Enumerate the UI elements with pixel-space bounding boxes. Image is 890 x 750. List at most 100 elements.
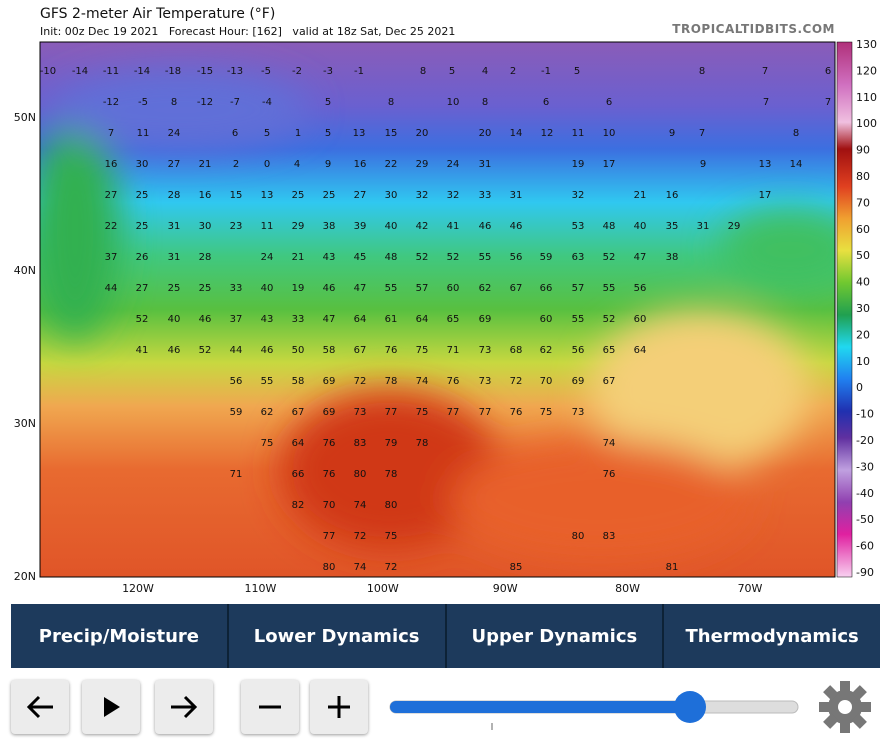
station-temperature: 5 <box>325 128 331 139</box>
station-temperature: 52 <box>447 252 460 263</box>
station-temperature: 41 <box>136 345 149 356</box>
tab[interactable]: Precip/Moisture <box>11 604 229 668</box>
station-temperature: 15 <box>385 128 398 139</box>
station-temperature: 23 <box>230 221 243 232</box>
station-temperature: 56 <box>572 345 585 356</box>
colorbar-label: -20 <box>856 434 874 447</box>
station-temperature: 46 <box>199 314 212 325</box>
colorbar-label: -90 <box>856 566 874 579</box>
station-temperature: 20 <box>416 128 429 139</box>
station-temperature: 66 <box>540 283 553 294</box>
colorbar-label: -60 <box>856 540 874 553</box>
station-temperature: -13 <box>227 66 243 77</box>
station-temperature: 30 <box>199 221 212 232</box>
station-temperature: 69 <box>572 376 585 387</box>
station-temperature: 33 <box>479 190 492 201</box>
time-slider[interactable] <box>380 685 810 735</box>
colorbar-label: 10 <box>856 355 870 368</box>
station-temperature: 68 <box>510 345 523 356</box>
station-temperature: 2 <box>233 159 239 170</box>
station-temperature: 19 <box>572 159 585 170</box>
tab-bar: Precip/Moisture Lower Dynamics Upper Dyn… <box>11 604 880 668</box>
station-temperature: -5 <box>261 66 271 77</box>
station-temperature: -12 <box>103 97 119 108</box>
station-temperature: 58 <box>323 345 336 356</box>
latitude-label: 50N <box>14 111 36 124</box>
station-temperature: -11 <box>103 66 119 77</box>
station-temperature: 76 <box>323 438 336 449</box>
station-temperature: 75 <box>385 531 398 542</box>
station-temperature: 15 <box>230 190 243 201</box>
station-temperature: 8 <box>482 97 488 108</box>
station-temperature: 83 <box>354 438 367 449</box>
play-button[interactable] <box>82 680 140 734</box>
prev-button[interactable] <box>11 680 69 734</box>
station-temperature: 64 <box>354 314 367 325</box>
longitude-label: 90W <box>493 582 518 595</box>
station-temperature: 31 <box>479 159 492 170</box>
station-temperature: 17 <box>603 159 616 170</box>
station-temperature: 55 <box>385 283 398 294</box>
station-temperature: 62 <box>479 283 492 294</box>
station-temperature: 76 <box>603 469 616 480</box>
zoom-out-button[interactable] <box>241 680 299 734</box>
station-temperature: 11 <box>137 128 150 139</box>
station-temperature: -18 <box>165 66 181 77</box>
station-temperature: 16 <box>105 159 118 170</box>
station-temperature: 62 <box>261 407 274 418</box>
station-temperature: 11 <box>261 221 274 232</box>
colorbar-label: 60 <box>856 223 870 236</box>
station-temperature: 28 <box>199 252 212 263</box>
colorbar-label: 120 <box>856 64 877 77</box>
station-temperature: 70 <box>323 500 336 511</box>
station-temperature: 56 <box>230 376 243 387</box>
station-temperature: 53 <box>572 221 585 232</box>
station-temperature: 73 <box>572 407 585 418</box>
station-temperature: 79 <box>385 438 398 449</box>
station-temperature: 9 <box>669 128 675 139</box>
station-temperature: 75 <box>416 345 429 356</box>
station-temperature: -7 <box>230 97 240 108</box>
tab[interactable]: Upper Dynamics <box>446 604 665 668</box>
station-temperature: 27 <box>168 159 181 170</box>
station-temperature: 7 <box>762 66 768 77</box>
zoom-in-button[interactable] <box>310 680 368 734</box>
station-temperature: 2 <box>510 66 516 77</box>
station-temperature: 25 <box>292 190 305 201</box>
station-temperature: 30 <box>136 159 149 170</box>
tab[interactable]: Thermodynamics <box>664 604 880 668</box>
station-temperature: 55 <box>572 314 585 325</box>
tab[interactable]: Lower Dynamics <box>228 604 447 668</box>
station-temperature: 60 <box>447 283 460 294</box>
station-temperature: 70 <box>540 376 553 387</box>
station-temperature: 83 <box>603 531 616 542</box>
station-temperature: -15 <box>197 66 213 77</box>
station-temperature: -5 <box>138 97 148 108</box>
station-temperature: 72 <box>354 531 367 542</box>
station-temperature: -4 <box>262 97 272 108</box>
colorbar-label: -40 <box>856 487 874 500</box>
station-temperature: 10 <box>603 128 616 139</box>
station-temperature: 67 <box>510 283 523 294</box>
colorbar-label: 130 <box>856 38 877 51</box>
colorbar-label: -10 <box>856 408 874 421</box>
station-temperature: 31 <box>697 221 710 232</box>
station-temperature: 24 <box>447 159 460 170</box>
latitude-label: 30N <box>14 417 36 430</box>
station-temperature: 65 <box>447 314 460 325</box>
station-temperature: 46 <box>261 345 274 356</box>
station-temperature: 6 <box>825 66 831 77</box>
station-temperature: 40 <box>634 221 647 232</box>
station-temperature: 8 <box>171 97 177 108</box>
station-temperature: 56 <box>510 252 523 263</box>
station-temperature: 69 <box>479 314 492 325</box>
settings-button[interactable] <box>818 680 872 734</box>
station-temperature: -10 <box>40 66 56 77</box>
station-temperature: 67 <box>603 376 616 387</box>
station-temperature: 27 <box>105 190 118 201</box>
next-button[interactable] <box>155 680 213 734</box>
site-name: TROPICALTIDBITS.COM <box>672 22 835 36</box>
station-temperature: 7 <box>699 128 705 139</box>
station-temperature: 24 <box>168 128 181 139</box>
station-temperature: 38 <box>666 252 679 263</box>
